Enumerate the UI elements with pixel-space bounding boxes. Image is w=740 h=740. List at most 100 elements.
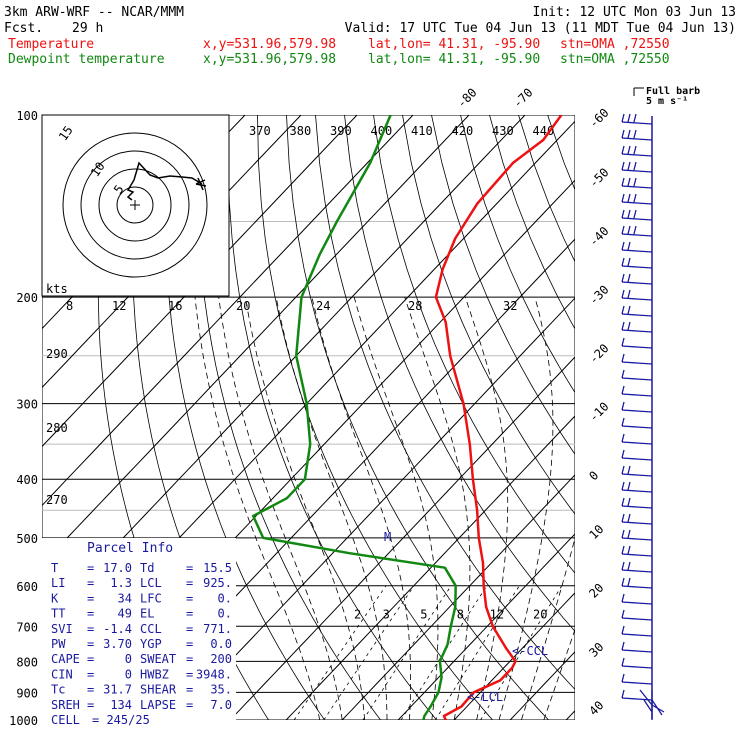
- wind-barb-feather: [621, 433, 625, 443]
- wind-barb: [621, 305, 653, 317]
- dry-adiabat-line: [722, 115, 740, 720]
- dry-adiabat-line: [315, 115, 575, 690]
- wind-barb-feather: [621, 545, 625, 555]
- parcel-key-2: Td: [140, 561, 154, 575]
- wind-barb-shaft: [621, 393, 653, 397]
- barb-legend-line2: 5 m s⁻¹: [646, 96, 688, 107]
- parcel-key-2: SWEAT: [140, 652, 176, 666]
- parcel-key-2: HWBZ: [140, 667, 169, 681]
- init-time: Init: 12 UTC Mon 03 Jun 13: [533, 5, 737, 20]
- wind-barb-feather: [627, 161, 631, 171]
- dry-adiabat-line: [431, 115, 575, 455]
- wind-barb-shaft: [621, 297, 653, 301]
- pressure-label: 1000: [9, 714, 38, 728]
- wind-barb: [621, 529, 653, 541]
- moist-adiabat-line: [311, 297, 412, 720]
- parcel-key-2: LAPSE: [140, 698, 176, 712]
- parcel-key-1: T: [51, 561, 58, 575]
- parcel-eq-2: =: [186, 622, 193, 636]
- hodograph-ring-label: 10: [88, 159, 108, 179]
- dry-adiabat-line: [227, 115, 437, 720]
- temperature-trace-point: [449, 355, 452, 357]
- dewpoint-latlon: lat,lon= 41.31, -95.90: [368, 52, 540, 67]
- parcel-info-row: PW = 3.70 YGP = 0.0: [51, 637, 232, 651]
- wind-barb: [621, 353, 653, 365]
- isotherm-label: 0: [586, 468, 601, 483]
- wind-barb-feather: [621, 529, 625, 539]
- wind-barb: [621, 417, 653, 429]
- mixing-ratio-label: 5: [420, 607, 427, 621]
- dewpoint-trace-point: [252, 515, 254, 517]
- dewpoint-trace-point: [429, 705, 432, 708]
- wind-barb: [621, 113, 653, 125]
- wind-barb-feather: [621, 289, 625, 299]
- isotherm-label: -10: [586, 399, 611, 424]
- wind-barb: [621, 129, 653, 141]
- dewpoint-station: stn=OMA ,72550: [560, 52, 670, 67]
- parcel-eq-1: =: [87, 576, 94, 590]
- wind-barb-feather: [621, 417, 625, 427]
- dry-adiabat-line: [402, 115, 575, 515]
- temperature-legend-label: Temperature: [8, 37, 94, 52]
- dewpoint-trace-point: [336, 220, 338, 223]
- parcel-info-row: K = 34 LFC = 0.: [51, 591, 232, 605]
- wind-barb-shaft: [621, 601, 653, 605]
- isotherm-label: 40: [586, 698, 606, 718]
- parcel-eq-1: =: [87, 667, 94, 681]
- wind-barb-feather: [621, 449, 625, 459]
- parcel-eq-2: =: [186, 637, 193, 651]
- moist-adiabat-line: [498, 296, 554, 720]
- isotherm-line: [42, 115, 414, 507]
- dewpoint-trace-point: [300, 296, 303, 298]
- wind-barb: [621, 641, 653, 653]
- dewpoint-trace-point: [423, 715, 426, 717]
- wind-barb-feather: [627, 545, 631, 555]
- theta-label: 420: [452, 124, 474, 138]
- temperature-trace-point: [514, 660, 517, 663]
- dry-adiabat-line: [664, 115, 740, 720]
- parcel-eq-2: =: [186, 698, 193, 712]
- wind-barb-feather: [627, 209, 631, 219]
- wind-barb: [621, 513, 653, 525]
- dewpoint-trace-point: [295, 355, 298, 357]
- parcel-eq-2: =: [186, 652, 193, 666]
- temperature-trace-point: [443, 715, 445, 717]
- wind-barb-feather: [621, 209, 625, 219]
- parcel-value-1: = 245/25: [92, 713, 150, 727]
- wind-barb-shaft: [621, 201, 653, 205]
- wind-barb-shaft: [621, 281, 653, 285]
- pressure-label: 900: [16, 686, 38, 700]
- moist-adiabat-line: [194, 297, 321, 720]
- parcel-eq-2: =: [186, 607, 193, 621]
- wind-barb: [621, 369, 653, 381]
- parcel-key-2: YGP: [140, 637, 162, 651]
- parcel-info-row: SREH = 134 LAPSE = 7.0: [51, 698, 232, 712]
- theta-label: 370: [249, 124, 271, 138]
- mixing-ratio-label: 20: [533, 607, 547, 621]
- barb-legend-line1: Full barb: [646, 86, 700, 97]
- theta-side-label: 290: [46, 347, 68, 361]
- wind-barb-shaft: [621, 521, 653, 525]
- wind-barb-feather: [621, 577, 625, 587]
- wind-barb-feather: [621, 641, 625, 651]
- forecast-label: Fcst.: [4, 21, 43, 36]
- dewpoint-trace-point: [348, 552, 351, 554]
- hodograph-end-arrow: [195, 177, 207, 191]
- mixing-ratio-line: [362, 585, 452, 720]
- wind-barb-feather: [633, 193, 637, 203]
- hodograph-trace: [126, 161, 203, 201]
- wind-barb-feather: [627, 305, 631, 315]
- temperature-trace-point: [441, 268, 444, 271]
- pressure-label: 600: [16, 580, 38, 594]
- isotherm-line: [453, 592, 575, 720]
- parcel-value-2: 200: [210, 652, 232, 666]
- parcel-key-2: LCL: [140, 576, 162, 590]
- dewpoint-legend-label: Dewpoint temperature: [8, 52, 165, 67]
- dry-adiabat-line: [489, 115, 575, 330]
- pressure-label: 200: [16, 291, 38, 305]
- mixing-ratio-label: 8: [457, 607, 464, 621]
- dry-adiabat-line: [373, 115, 575, 574]
- wind-barb-shaft: [621, 585, 653, 589]
- dewpoint-trace-point: [369, 162, 372, 164]
